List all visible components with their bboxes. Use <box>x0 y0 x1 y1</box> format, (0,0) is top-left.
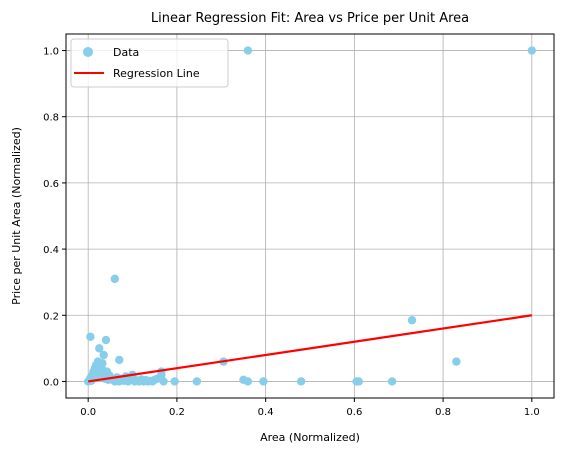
data-point <box>159 377 168 386</box>
legend-regression-label: Regression Line <box>113 67 200 80</box>
data-point <box>170 377 179 386</box>
y-tick-label: 0.0 <box>43 377 59 388</box>
y-axis-label: Price per Unit Area (Normalized) <box>10 127 23 305</box>
regression-line <box>88 314 532 383</box>
data-point <box>452 357 461 366</box>
data-point <box>110 274 120 284</box>
data-point <box>259 377 268 386</box>
x-tick-label: 0.6 <box>346 407 362 418</box>
x-tick-label: 0.0 <box>80 407 96 418</box>
y-tick-label: 1.0 <box>43 47 59 58</box>
data-point <box>99 350 108 360</box>
y-tick-label: 0.2 <box>43 311 59 322</box>
data-point <box>296 377 306 386</box>
data-point <box>243 377 253 386</box>
data-point <box>354 377 363 386</box>
data-point <box>243 46 253 55</box>
x-tick-label: 1.0 <box>524 407 540 418</box>
legend: Data Regression Line <box>70 38 229 88</box>
x-axis-label: Area (Normalized) <box>260 431 360 444</box>
y-tick-label: 0.8 <box>43 113 59 124</box>
legend-box <box>70 38 229 88</box>
y-tick-label: 0.4 <box>43 245 59 256</box>
data-point <box>98 359 107 368</box>
data-point <box>407 316 417 325</box>
data-point <box>101 335 111 345</box>
data-point <box>192 377 202 386</box>
x-tick-label: 0.8 <box>435 407 451 418</box>
data-point <box>86 332 95 341</box>
plot-area: 0.0 0.2 0.4 0.6 0.8 1.0 0.0 0.2 0.4 0.6 0.8 1.0 <box>43 33 555 418</box>
x-tick-label: 0.4 <box>258 407 274 418</box>
axes-frame <box>65 33 555 399</box>
data-point <box>387 377 397 386</box>
x-tick-label: 0.2 <box>169 407 185 418</box>
data-point <box>95 344 104 353</box>
legend-data-marker <box>83 47 93 57</box>
y-tick-label: 0.6 <box>43 179 59 190</box>
chart-title: Linear Regression Fit: Area vs Price per… <box>151 11 469 26</box>
legend-data-label: Data <box>113 46 139 59</box>
data-point <box>527 46 537 55</box>
data-point <box>115 355 124 365</box>
